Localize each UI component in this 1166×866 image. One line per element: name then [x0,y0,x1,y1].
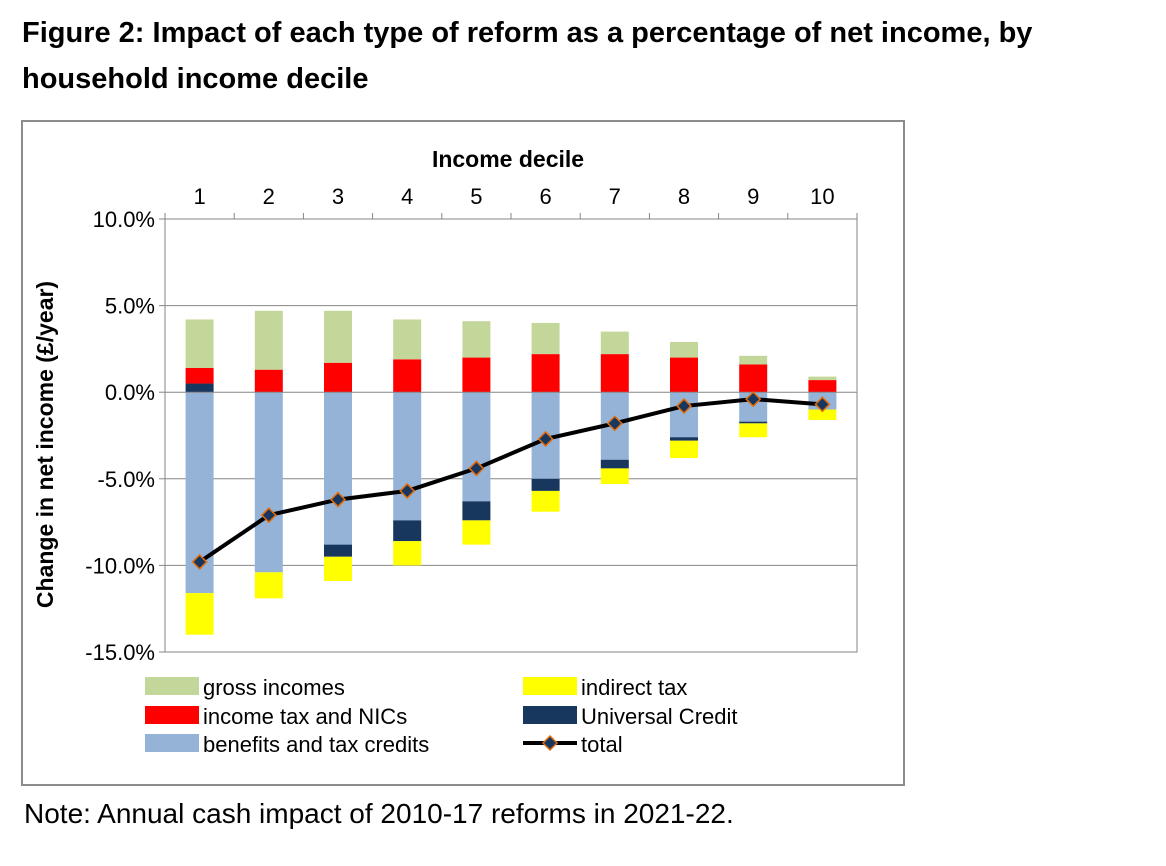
legend-marker-total [541,734,559,752]
bar-income-tax-and-nics-8 [670,357,698,393]
bar-gross-incomes-8 [670,341,698,358]
bar-income-tax-and-nics-1 [185,367,214,384]
bar-indirect-tax-8 [670,440,698,459]
bar-benefits-and-tax-credits-5 [462,392,491,502]
total-marker-7 [606,415,623,432]
bar-gross-incomes-3 [324,310,352,363]
x-axis-title: Income decile [432,146,584,172]
bar-benefits-and-tax-credits-2 [254,392,283,573]
y-tick-label: -15.0% [85,640,155,665]
bar-income-tax-and-nics-9 [739,364,768,393]
legend-swatch-gross-incomes [145,677,199,695]
legend-swatch-universal-credit [523,706,577,724]
bar-indirect-tax-5 [462,520,491,545]
legend-label-income-tax-and-nics: income tax and NICs [203,704,407,729]
bar-benefits-and-tax-credits-3 [324,392,352,545]
bars [185,310,837,635]
bar-income-tax-and-nics-7 [600,354,629,393]
y-tick-label: 10.0% [93,207,155,232]
total-marker-8 [675,397,693,415]
bar-universal-credit-1 [185,383,214,393]
y-tick-label: 0.0% [105,380,155,405]
y-tick-label: -5.0% [98,467,155,492]
total-marker-5 [468,460,485,477]
bar-universal-credit-6 [531,478,560,491]
y-axis-title: Change in net income (£/year) [32,281,58,608]
legend-label-universal-credit: Universal Credit [581,704,738,729]
y-tick-label: 5.0% [105,294,155,319]
bar-income-tax-and-nics-3 [324,362,352,393]
x-tick-label: 3 [332,184,344,209]
bar-indirect-tax-6 [531,490,560,512]
bar-gross-incomes-6 [531,322,560,355]
bar-universal-credit-3 [324,544,352,557]
chart-svg: 10.0% 5.0% 0.0% -5.0% -10.0% -15.0% 1 2 3 4 5 6 7 8 9 1… [32,146,858,757]
bar-indirect-tax-2 [254,572,283,599]
bar-gross-incomes-2 [254,310,283,370]
legend-swatch-indirect-tax [523,677,577,695]
total-marker-2 [260,507,277,524]
chart-frame: 10.0% 5.0% 0.0% -5.0% -10.0% -15.0% 1 2 3 4 5 6 7 8 9 1… [21,120,905,786]
x-tick-label: 1 [193,184,205,209]
bar-gross-incomes-7 [600,331,629,355]
legend-label-indirect-tax: indirect tax [581,675,687,700]
bar-universal-credit-5 [462,501,491,521]
total-line-layer [191,391,831,570]
bar-gross-incomes-1 [185,319,214,368]
bar-universal-credit-8 [670,437,698,441]
total-marker-4 [399,482,416,499]
total-marker-1 [191,553,208,570]
bar-income-tax-and-nics-6 [531,354,560,393]
bar-universal-credit-7 [600,459,629,469]
bar-gross-incomes-10 [808,376,837,381]
bar-indirect-tax-10 [808,409,837,420]
bar-indirect-tax-9 [739,423,768,438]
x-tick-label: 8 [678,184,690,209]
bar-indirect-tax-1 [185,593,214,635]
bar-income-tax-and-nics-2 [254,369,283,393]
bar-gross-incomes-5 [462,321,491,358]
legend-swatch-income-tax-and-nics [145,706,199,724]
x-tick-label: 4 [401,184,413,209]
figure-note: Note: Annual cash impact of 2010-17 refo… [24,798,734,829]
x-tick-label: 10 [810,184,834,209]
bar-gross-incomes-4 [393,319,422,360]
total-line [198,397,823,564]
legend-label-total: total [581,732,623,757]
x-tick-label: 7 [609,184,621,209]
legend-label-gross-incomes: gross incomes [203,675,345,700]
x-tick-label: 2 [263,184,275,209]
figure-title: Figure 2: Impact of each type of reform … [22,17,1033,95]
bar-indirect-tax-4 [393,541,422,566]
total-marker-3 [329,491,347,508]
bar-income-tax-and-nics-10 [808,380,837,393]
bar-income-tax-and-nics-5 [462,357,491,393]
total-marker-6 [537,430,554,448]
x-tick-label: 5 [470,184,482,209]
bar-indirect-tax-7 [600,468,629,484]
bar-universal-credit-4 [393,520,422,542]
axes: 10.0% 5.0% 0.0% -5.0% -10.0% -15.0% 1 2 3 4 5 6 7 8 9 1… [32,146,858,665]
y-tick-label: -10.0% [85,553,155,578]
bar-gross-incomes-9 [739,355,768,365]
bar-universal-credit-9 [739,421,768,424]
bar-benefits-and-tax-credits-4 [393,392,422,521]
bar-indirect-tax-3 [324,556,352,581]
total-marker-9 [745,391,762,408]
bar-income-tax-and-nics-4 [393,359,422,393]
x-tick-label: 9 [747,184,759,209]
total-marker-10 [814,396,831,413]
legend-label-benefits-and-tax-credits: benefits and tax credits [203,732,429,757]
legend-swatch-benefits-and-tax-credits [145,734,199,752]
x-tick-label: 6 [539,184,551,209]
legend: gross incomes indirect tax income tax and … [145,675,738,757]
